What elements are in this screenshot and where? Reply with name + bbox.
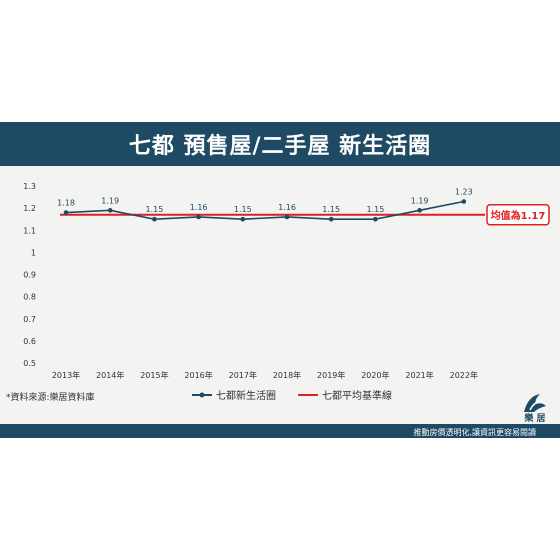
data-label: 1.15 (366, 205, 384, 214)
x-tick-label: 2022年 (450, 370, 478, 380)
data-label: 1.18 (57, 199, 75, 208)
chart-title: 七都 預售屋/二手屋 新生活圈 (128, 134, 432, 159)
x-tick-label: 2019年 (317, 370, 345, 380)
data-label: 1.23 (455, 187, 473, 196)
legend-item-average: 七都平均基準線 (298, 387, 392, 402)
y-tick-label: 1.2 (23, 204, 36, 213)
brand-logo: 樂 居 (513, 392, 557, 424)
x-tick-label: 2013年 (52, 370, 80, 380)
y-tick-label: 1.1 (23, 226, 36, 235)
chart-card (0, 122, 560, 438)
source-note: *資料來源:樂居資料庫 (6, 393, 95, 403)
average-callout-label: 均值為1.17 (491, 209, 546, 222)
legend-average-marker (298, 393, 318, 396)
x-tick-label: 2014年 (96, 370, 124, 380)
data-point (152, 216, 157, 222)
legend: 七都新生活圈 七都平均基準線 (192, 387, 392, 402)
data-label: 1.15 (322, 205, 340, 214)
y-tick-label: 0.5 (23, 359, 36, 368)
legend-item-series: 七都新生活圈 (192, 387, 276, 402)
title-bar: 七都 預售屋/二手屋 新生活圈 (0, 122, 560, 166)
footer-bar (0, 424, 560, 438)
x-tick-label: 2015年 (140, 370, 168, 380)
brand-logo-icon (524, 394, 546, 412)
data-point (107, 208, 113, 213)
x-tick-label: 2016年 (184, 370, 212, 380)
x-tick-label: 2018年 (273, 370, 301, 380)
data-point (461, 199, 467, 204)
data-point (417, 208, 422, 213)
x-tick-label: 2021年 (405, 370, 433, 380)
line-chart: 0.5 0.6 0.7 0.8 0.9 1 1.1 1.2 1.3 2013年 2014年 2015年… (23, 182, 550, 380)
legend-average-label: 七都平均基準線 (322, 391, 392, 402)
x-tick-label: 2017年 (229, 370, 257, 380)
x-tick-label: 2020年 (361, 370, 389, 380)
data-point (284, 214, 290, 220)
series-line (65, 200, 464, 220)
y-tick-label: 0.8 (23, 293, 36, 302)
data-label: 1.15 (234, 205, 252, 214)
data-label: 1.16 (278, 203, 296, 212)
legend-series-label: 七都新生活圈 (216, 391, 276, 402)
y-tick-label: 1 (31, 248, 36, 257)
data-point (63, 210, 69, 215)
data-point (373, 216, 378, 222)
footer-slogan: 推動房價透明化,讓資訊更容易閱讀 (413, 428, 536, 437)
y-tick-label: 0.7 (23, 315, 36, 324)
data-point (240, 216, 246, 222)
y-tick-label: 1.3 (23, 182, 36, 191)
data-point (328, 216, 334, 222)
average-callout-box (486, 204, 550, 226)
data-label: 1.16 (190, 203, 208, 212)
data-label: 1.19 (101, 196, 119, 205)
data-label: 1.15 (145, 205, 163, 214)
brand-logo-text: 樂 居 (524, 414, 546, 424)
y-tick-label: 0.6 (23, 337, 36, 346)
data-point (196, 214, 201, 220)
data-label: 1.19 (411, 196, 429, 205)
y-tick-label: 0.9 (23, 271, 36, 280)
legend-series-marker (192, 392, 212, 397)
